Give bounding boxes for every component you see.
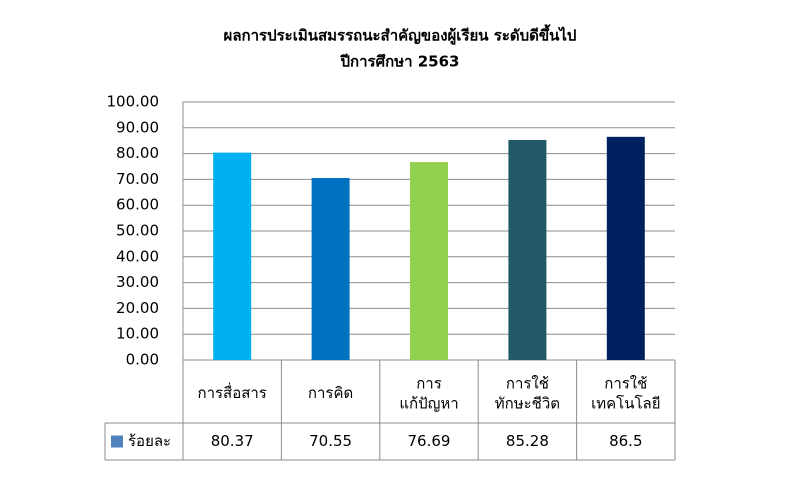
x-tick-label: การสื่อสาร xyxy=(198,382,267,402)
bar xyxy=(606,136,645,360)
x-tick-label: การใช้เทคโนโลยี xyxy=(591,374,660,412)
y-tick-label: 100.00 xyxy=(107,93,160,111)
y-tick-label: 10.00 xyxy=(116,325,159,343)
y-tick-label: 70.00 xyxy=(116,170,159,188)
y-tick-label: 80.00 xyxy=(116,144,159,162)
y-tick-label: 60.00 xyxy=(116,196,159,214)
bar xyxy=(213,152,252,360)
table-value: 86.5 xyxy=(609,432,642,450)
chart-subtitle: ปีการศึกษา 2563 xyxy=(340,53,460,71)
legend-label: ร้อยละ xyxy=(128,432,171,450)
table-value: 76.69 xyxy=(408,432,451,450)
table-value: 70.55 xyxy=(309,432,352,450)
y-tick-label: 40.00 xyxy=(116,247,159,265)
x-tick-label: การใช้ทักษะชีวิต xyxy=(495,374,560,412)
bar xyxy=(508,139,547,360)
chart-title: ผลการประเมินสมรรถนะสำคัญของผู้เรียน ระดั… xyxy=(224,24,577,46)
y-tick-label: 90.00 xyxy=(116,118,159,136)
table-value: 85.28 xyxy=(506,432,549,450)
bar xyxy=(410,162,448,360)
y-tick-label: 50.00 xyxy=(116,222,159,240)
y-tick-label: 0.00 xyxy=(126,351,159,369)
legend-swatch xyxy=(111,435,123,448)
bar xyxy=(311,177,350,360)
x-tick-label: การคิด xyxy=(308,384,353,402)
table-value: 80.37 xyxy=(211,432,254,450)
x-tick-label: การแก้ปัญหา xyxy=(399,374,458,412)
y-tick-label: 30.00 xyxy=(116,273,159,291)
y-tick-label: 20.00 xyxy=(116,299,159,317)
